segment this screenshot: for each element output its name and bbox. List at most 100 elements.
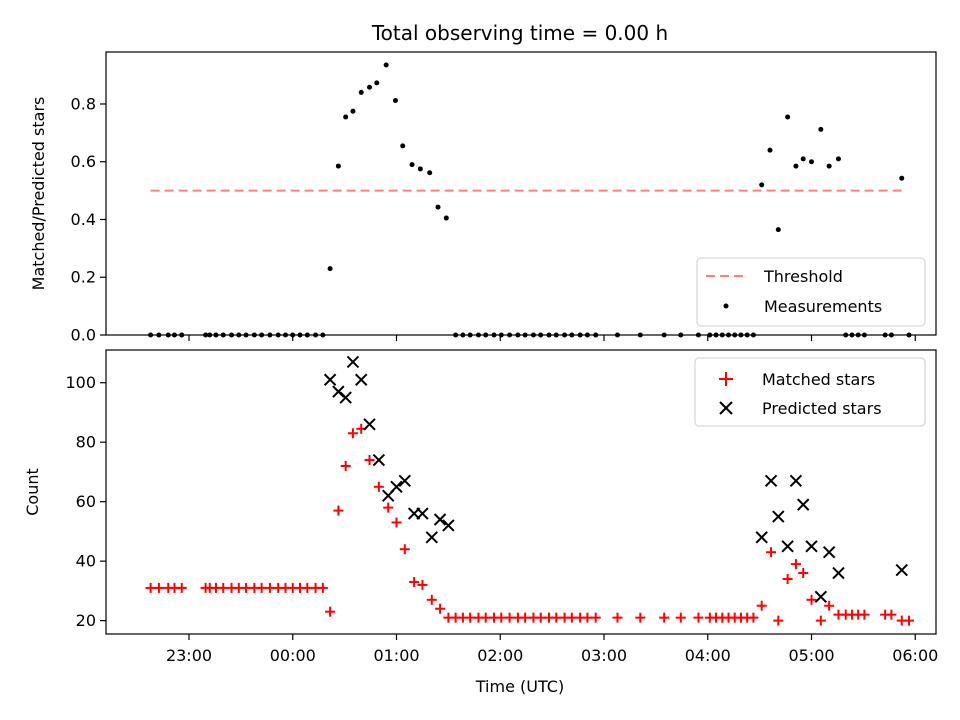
measurement-point [350,108,356,114]
matched-star-point [612,612,623,623]
predicted-star-point [390,480,403,494]
matched-star-point [426,594,437,605]
predicted-star-point [372,453,386,467]
matched-star-point [153,582,164,593]
x-tick-label: 01:00 [373,646,419,665]
measurement-point [793,163,799,169]
matched-star-point [417,579,428,590]
y-tick-label: 0.0 [71,326,96,345]
x-tick-label: 02:00 [477,646,523,665]
matched-star-point [806,594,817,605]
matched-star-point [373,481,384,492]
legend-measurements-swatch [723,303,729,309]
x-tick-label: 04:00 [685,646,731,665]
y-tick-label: 20 [76,611,96,630]
y-tick-label: 0.8 [71,94,96,113]
predicted-star-point [425,531,438,544]
ratio-axes-frame [105,51,937,336]
predicted-star-point [363,418,376,431]
count-plot-area [145,355,915,626]
matched-star-point [364,455,375,466]
predicted-star-point [764,474,778,488]
predicted-star-point [442,519,455,532]
ratio-y-axis-label: Matched/Predicted stars [29,97,48,291]
y-tick-label: 60 [76,492,96,511]
matched-star-point [590,612,601,623]
x-tick-label: 03:00 [581,646,627,665]
x-tick-label: 00:00 [270,646,316,665]
predicted-star-point [346,355,360,369]
y-tick-label: 100 [65,373,96,392]
measurement-point [374,80,380,86]
count-y-axis-label: Count [23,468,42,516]
matched-star-point [859,609,870,620]
measurement-point [767,147,773,153]
measurement-point [800,156,806,162]
matched-star-point [325,606,336,617]
matched-star-point [675,612,686,623]
matched-star-point [435,603,446,614]
predicted-star-point [323,373,337,386]
matched-star-point [391,517,402,528]
ratio-legend-box [696,257,926,327]
legend-measurements-label: Measurements [764,297,882,316]
legend-threshold-label: Threshold [763,267,843,286]
matched-star-point [748,612,759,623]
ratio-legend: Threshold Measurements [696,257,926,327]
x-tick-label: 23:00 [166,646,212,665]
measurement-point [358,89,364,95]
predicted-star-point [755,531,768,544]
matched-star-point [399,544,410,555]
matched-star-point [659,612,670,623]
matched-star-point [340,460,351,471]
measurement-point [809,159,814,165]
measurement-point [443,215,449,221]
measurement-point [383,62,389,68]
measurement-point [427,170,433,176]
matched-star-point [176,582,187,593]
count-axes-frame [105,349,937,635]
chart-title: Total observing time = 0.00 h [371,21,668,45]
measurement-point [367,84,373,90]
predicted-star-point [805,540,818,553]
legend-matched-label: Matched stars [762,370,875,389]
predicted-star-point [772,510,785,523]
matched-star-point [383,502,394,513]
predicted-star-point [832,566,845,580]
matched-star-point [773,615,784,626]
count-legend-box [694,357,926,427]
matched-star-point [766,547,777,558]
predicted-star-point [355,373,368,386]
predicted-star-point [814,590,828,604]
predicted-star-point [781,540,794,553]
count-legend: Matched stars Predicted stars [694,357,926,427]
measurement-point [818,126,824,132]
matched-star-point [782,573,793,584]
matched-star-point [886,609,897,620]
predicted-star-point [416,507,429,520]
predicted-star-point [895,563,908,577]
predicted-star-point [433,513,447,526]
matched-star-point [824,600,835,611]
measurement-point [343,114,349,120]
measurement-point [417,166,423,172]
measurement-point [400,143,406,149]
matched-star-point [790,559,801,570]
predicted-star-point [339,391,352,404]
y-tick-label: 40 [76,552,96,571]
legend-matched-swatch [719,372,733,386]
matched-star-point [904,615,915,626]
matched-star-point [798,568,809,579]
y-tick-label: 0.6 [71,152,96,171]
measurement-point [826,163,832,169]
matched-star-point [317,582,328,593]
measurement-point [335,163,341,169]
measurement-point [409,162,415,168]
predicted-star-point [796,498,810,511]
y-tick-label: 80 [76,433,96,452]
measurement-point [775,227,781,233]
x-tick-label: 05:00 [788,646,834,665]
matched-star-point [693,612,704,623]
matched-star-point [815,615,826,626]
measurement-point [785,114,791,120]
